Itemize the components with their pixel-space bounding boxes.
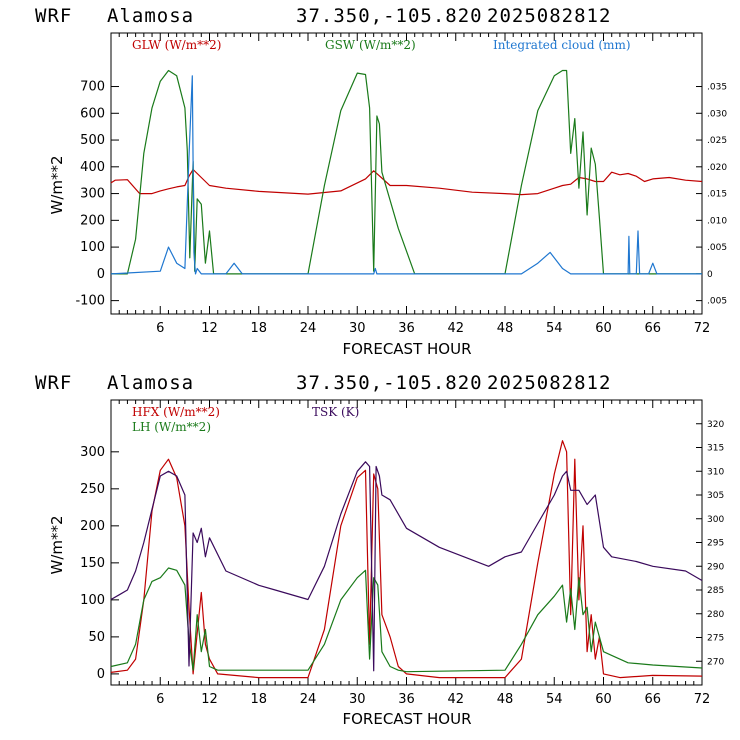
- y-tick-label: 200: [80, 213, 105, 228]
- y-tick-label: 100: [80, 240, 105, 255]
- series-line: [110, 567, 703, 673]
- x-tick-label: 66: [644, 321, 661, 336]
- right-tick-label: .035: [707, 83, 727, 93]
- x-tick-label: 24: [300, 692, 317, 707]
- right-tick-label: .005: [707, 297, 727, 307]
- right-tick-label: .005: [707, 243, 727, 253]
- header-coords: 37.350,-105.820: [296, 5, 483, 27]
- y-tick-label: 100: [80, 593, 105, 608]
- legend-lh: LH (W/m**2): [132, 420, 211, 434]
- right-tick-label: 320: [707, 420, 724, 430]
- series-line: [110, 75, 702, 275]
- x-tick-label: 6: [156, 692, 164, 707]
- x-tick-label: 36: [398, 321, 415, 336]
- y-tick-label: 600: [80, 106, 105, 121]
- y-tick-label: -100: [75, 294, 105, 309]
- y-tick-label: 150: [80, 556, 105, 571]
- right-tick-label: 300: [707, 515, 724, 525]
- y-tick-label: 400: [80, 160, 105, 175]
- series-line: [110, 168, 703, 196]
- series-line: [110, 440, 703, 679]
- x-axis-label: FORECAST HOUR: [342, 710, 471, 728]
- header-init: 2025082812: [487, 5, 611, 27]
- right-tick-label: .030: [707, 109, 727, 119]
- header-station-2: Alamosa: [107, 372, 194, 394]
- y-tick-label: 200: [80, 519, 105, 534]
- legend-hfx: HFX (W/m**2): [132, 405, 220, 419]
- x-tick-label: 54: [546, 692, 563, 707]
- right-tick-label: .010: [707, 216, 727, 226]
- x-tick-label: 72: [694, 692, 711, 707]
- right-tick-label: 315: [707, 444, 724, 454]
- right-tick-label: 305: [707, 491, 724, 501]
- x-tick-label: 42: [447, 321, 464, 336]
- right-tick-label: .015: [707, 190, 727, 200]
- y-axis-label: W/m**2: [48, 155, 66, 214]
- x-tick-label: 48: [497, 692, 514, 707]
- y-tick-label: 700: [80, 80, 105, 95]
- x-tick-label: 12: [201, 321, 218, 336]
- series-line: [110, 461, 703, 672]
- x-tick-label: 60: [595, 321, 612, 336]
- right-tick-label: 295: [707, 539, 724, 549]
- x-tick-label: 30: [349, 692, 366, 707]
- right-tick-label: 310: [707, 467, 724, 477]
- x-tick-label: 48: [497, 321, 514, 336]
- legend-glw: GLW (W/m**2): [132, 38, 221, 52]
- radiation-chart: 6 12 18 24 30 36 42 48 54 60 66 72 -100 0 100 200 300 400…: [48, 32, 727, 358]
- y-tick-label: 0: [97, 667, 105, 682]
- right-tick-label: 275: [707, 634, 724, 644]
- y-tick-label: 300: [80, 187, 105, 202]
- header-station: Alamosa: [107, 5, 194, 27]
- y-tick-label: 0: [97, 267, 105, 282]
- series-line: [111, 69, 702, 275]
- bottom-header: WRF Alamosa 37.350,-105.820 2025082812: [35, 372, 611, 394]
- right-tick-label: 0: [707, 270, 713, 280]
- right-tick-label: .025: [707, 136, 727, 146]
- right-tick-label: 285: [707, 586, 724, 596]
- y-tick-label: 250: [80, 482, 105, 497]
- y-tick-label: 300: [80, 445, 105, 460]
- top-header: WRF Alamosa 37.350,-105.820 2025082812: [35, 5, 611, 27]
- y-tick-label: 500: [80, 133, 105, 148]
- x-tick-label: 36: [398, 692, 415, 707]
- y-tick-label: 50: [88, 630, 105, 645]
- right-tick-label: .020: [707, 163, 727, 173]
- right-tick-label: 290: [707, 562, 724, 572]
- x-tick-label: 24: [300, 321, 317, 336]
- y-axis-label: W/m**2: [48, 515, 66, 574]
- x-tick-label: 12: [201, 692, 218, 707]
- right-tick-label: 270: [707, 657, 724, 667]
- x-axis-label: FORECAST HOUR: [342, 340, 471, 358]
- x-tick-label: 18: [250, 692, 267, 707]
- legend-tsk: TSK (K): [312, 405, 359, 419]
- legend-cloud: Integrated cloud (mm): [493, 38, 631, 52]
- x-tick-label: 66: [644, 692, 661, 707]
- x-tick-label: 6: [156, 321, 164, 336]
- legend-gsw: GSW (W/m**2): [325, 38, 416, 52]
- header-model-2: WRF: [35, 372, 72, 394]
- x-tick-label: 18: [250, 321, 267, 336]
- header-coords-2: 37.350,-105.820: [296, 372, 483, 394]
- x-tick-label: 30: [349, 321, 366, 336]
- header-init-2: 2025082812: [487, 372, 611, 394]
- x-tick-label: 60: [595, 692, 612, 707]
- flux-chart: 6 12 18 24 30 36 42 48 54 60 66 72 0 50 100 150 200 250 30…: [48, 399, 724, 728]
- x-tick-label: 42: [447, 692, 464, 707]
- x-tick-label: 54: [546, 321, 563, 336]
- right-tick-label: 280: [707, 610, 724, 620]
- header-model: WRF: [35, 5, 72, 27]
- x-tick-label: 72: [694, 321, 711, 336]
